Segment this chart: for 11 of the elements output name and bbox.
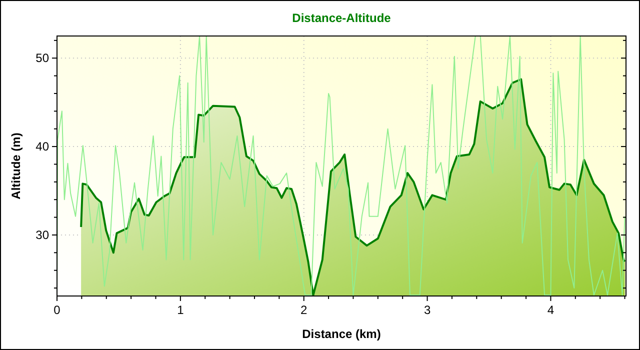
x-tick-label: 0 [54,303,61,317]
y-tick-label: 30 [36,228,50,242]
x-axis-title: Distance (km) [302,327,381,341]
chart-title: Distance-Altitude [292,11,392,25]
y-tick-label: 50 [36,51,50,66]
x-tick-label: 2 [300,303,308,317]
x-tick-label: 1 [177,303,184,317]
x-tick-label: 3 [424,303,431,317]
x-tick-label: 4 [547,303,554,317]
y-tick-label: 40 [36,140,50,154]
y-axis-title: Altitude (m) [9,132,23,200]
